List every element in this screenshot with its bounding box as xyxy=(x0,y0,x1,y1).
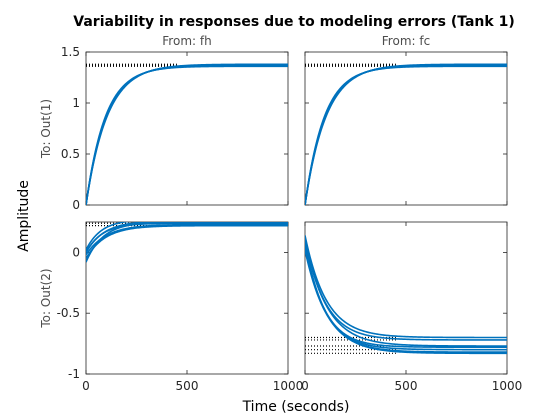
response-line-3 xyxy=(86,223,288,256)
response-line-3 xyxy=(305,240,507,347)
subplot-r1c2 xyxy=(304,51,508,206)
y-tick-label: -1 xyxy=(68,367,80,381)
subplot-grid: From: fh From: fc To: Out(1) 0 0.5 1 1.5 To: Ou… xyxy=(39,34,522,393)
plot-area xyxy=(305,235,507,355)
plot-area xyxy=(305,63,507,205)
x-tick-label: 0 xyxy=(301,379,309,393)
output-label-2: To: Out(2) xyxy=(39,268,53,328)
subplot-r1c1: 0 0.5 1 1.5 xyxy=(61,45,289,212)
y-tick-label: 1.5 xyxy=(61,45,80,59)
subplot-r2c1: -1 -0.5 0 0 500 1000 xyxy=(57,221,304,393)
response-line-5 xyxy=(86,63,288,205)
output-label-1: To: Out(1) xyxy=(39,99,53,159)
y-axis-label: Amplitude xyxy=(16,180,32,252)
plot-area xyxy=(86,222,288,263)
plot-area xyxy=(86,63,288,205)
x-tick-label: 500 xyxy=(176,379,199,393)
axes-box xyxy=(85,51,289,206)
response-line-1 xyxy=(305,235,507,339)
response-line-7 xyxy=(305,249,507,355)
figure-title: Variability in responses due to modeling… xyxy=(73,14,514,30)
y-tick-label: 0.5 xyxy=(61,147,80,161)
input-title-2: From: fc xyxy=(382,34,430,48)
y-tick-label: 0 xyxy=(72,245,80,259)
x-axis-label: Time (seconds) xyxy=(242,399,350,415)
subplot-r2c2: 0 500 1000 xyxy=(301,221,523,393)
response-line-2 xyxy=(86,222,165,253)
input-title-1: From: fh xyxy=(162,34,211,48)
x-tick-label: 1000 xyxy=(492,379,523,393)
y-tick-label: -0.5 xyxy=(57,306,80,320)
response-line-6 xyxy=(86,222,131,251)
y-tick-label: 1 xyxy=(72,96,80,110)
response-line-5 xyxy=(86,222,288,263)
x-tick-label: 500 xyxy=(395,379,418,393)
response-line-4 xyxy=(86,224,288,259)
response-line-2 xyxy=(305,237,507,341)
axes-box xyxy=(85,221,289,375)
y-tick-label: 0 xyxy=(72,198,80,212)
x-tick-label: 0 xyxy=(82,379,90,393)
x-tick-label: 1000 xyxy=(273,379,304,393)
response-line-5 xyxy=(305,63,507,205)
axes-box xyxy=(304,51,508,206)
